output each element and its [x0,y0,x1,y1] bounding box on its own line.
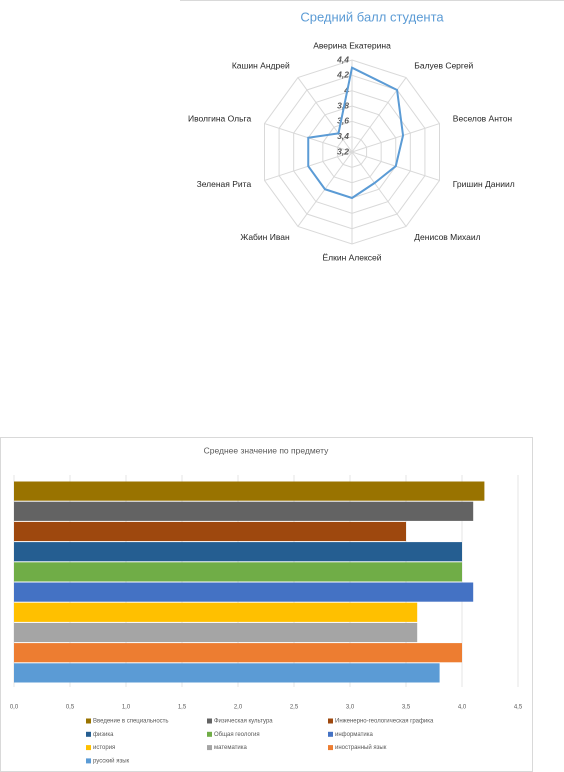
x-tick-label: 4,5 [514,705,523,711]
radar-line [307,66,405,200]
spoke [297,77,353,153]
legend-marker [86,758,91,764]
legend-label: физика [93,732,114,738]
legend-label: Общая геология [214,732,260,738]
x-tick-label: 0,0 [10,705,19,711]
legend-label: информатика [335,732,373,738]
bar [14,562,462,582]
legend-label: математика [214,745,248,751]
category-label: Денисов Михаил [414,232,480,242]
r-tick-label: 3,8 [337,100,349,110]
legend-marker [86,731,91,737]
legend-label: русский язык [93,757,130,764]
x-tick-label: 0,5 [66,705,75,711]
spoke [351,123,440,153]
r-tick-label: 4,4 [336,54,349,64]
legend-label: Инженерно-геологическая графика [335,719,434,725]
category-label: Гришин Даниил [453,179,515,189]
legend-label: история [93,745,115,751]
x-tick-label: 3,5 [402,705,411,711]
legend-marker [207,745,212,751]
legend-marker [207,718,212,724]
spoke [351,151,407,227]
bar [14,663,440,683]
bar [14,582,474,602]
legend-label: Введение в специальность [93,719,169,725]
bar [14,542,462,562]
x-tick-label: 4,0 [458,705,467,711]
r-tick-label: 4,2 [336,70,349,80]
x-tick-label: 3,0 [346,705,355,711]
bar [14,643,462,663]
x-tick-label: 2,5 [290,705,299,711]
r-tick-label: 4 [343,85,349,95]
legend-marker [328,731,333,737]
legend-marker [328,745,333,751]
bar [14,602,418,622]
category-label: Зеленая Рита [197,179,252,189]
legend-marker [86,718,91,724]
legend-label: Физическая культура [214,719,273,725]
bar [14,501,474,521]
category-label: Веселов Антон [453,113,513,123]
bar [14,481,485,501]
x-tick-label: 2,0 [234,705,243,711]
r-tick-label: 3,4 [337,131,349,141]
legend-marker [207,731,212,737]
category-label: Жабин Иван [240,232,290,242]
category-label: Ёлкин Алексей [322,252,381,262]
legend-marker [86,745,91,751]
chart-title: Среднее значение по предмету [204,445,329,455]
category-label: Балуев Сергей [414,60,473,70]
chart-title: Средний балл студента [300,9,444,24]
bar [14,622,418,643]
x-tick-label: 1,0 [122,705,131,711]
r-tick-label: 3,2 [337,146,349,156]
r-tick-label: 3,6 [337,116,349,126]
legend-marker [328,718,333,724]
x-tick-label: 1,5 [178,705,187,711]
category-label: Иволгина Ольга [188,113,251,123]
category-label: Кашин Андрей [232,60,290,70]
spoke [351,77,407,153]
bar [14,521,406,542]
legend-label: иностранный язык [335,744,387,751]
category-label: Аверина Екатерина [313,40,391,50]
